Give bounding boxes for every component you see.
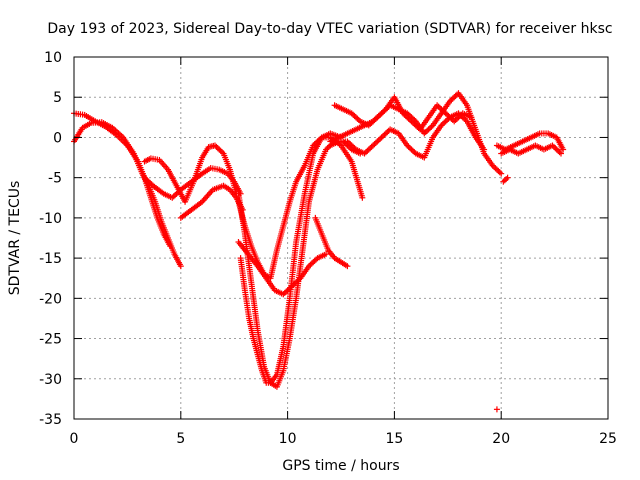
y-tick-label: 5 — [53, 90, 62, 106]
data-point — [323, 251, 330, 258]
x-axis-title: GPS time / hours — [282, 458, 399, 474]
series-track-14 — [493, 130, 567, 153]
series-outlier — [493, 406, 500, 413]
y-tick-label: -30 — [39, 372, 62, 388]
y-tick-label: -5 — [48, 171, 62, 187]
y-tick-label: -15 — [39, 251, 62, 267]
series-track-12 — [331, 94, 475, 133]
x-tick-label: 25 — [599, 431, 617, 447]
data-points — [71, 90, 567, 413]
grid-lines — [74, 57, 608, 419]
x-tick-label: 0 — [70, 431, 79, 447]
data-point — [493, 406, 500, 413]
x-tick-label: 10 — [279, 431, 297, 447]
y-tick-label: 10 — [44, 50, 62, 66]
series-track-4 — [141, 165, 244, 201]
y-tick-label: -10 — [39, 211, 62, 227]
y-tick-labels: 10 5 0 -5 -10 -15 -20 -25 -30 -35 — [39, 50, 62, 428]
y-tick-label: 0 — [53, 130, 62, 146]
data-point — [177, 263, 184, 270]
data-point — [504, 174, 511, 181]
series-track-16 — [500, 174, 511, 185]
y-axis-title: SDTVAR / TECUs — [7, 181, 23, 296]
chart-title: Day 193 of 2023, Sidereal Day-to-day VTE… — [47, 21, 612, 37]
data-point — [558, 150, 565, 157]
y-tick-label: -35 — [39, 412, 62, 428]
series-track-5 — [177, 182, 246, 221]
series-track-11 — [327, 110, 488, 161]
data-point — [359, 194, 366, 201]
data-point — [167, 243, 174, 250]
data-point — [468, 114, 475, 121]
data-point — [498, 170, 505, 177]
x-tick-label: 5 — [176, 431, 185, 447]
y-tick-label: -25 — [39, 332, 62, 348]
plot-frame — [73, 56, 609, 420]
data-point — [344, 263, 351, 270]
data-point — [481, 146, 488, 153]
series-track-13 — [312, 214, 351, 270]
x-tick-labels: 0 5 10 15 20 25 — [70, 431, 617, 447]
x-tick-label: 20 — [492, 431, 510, 447]
axis-ticks — [73, 56, 609, 420]
data-point — [560, 146, 567, 153]
y-tick-label: -20 — [39, 291, 62, 307]
x-tick-label: 15 — [385, 431, 403, 447]
series-track-15 — [498, 142, 565, 157]
